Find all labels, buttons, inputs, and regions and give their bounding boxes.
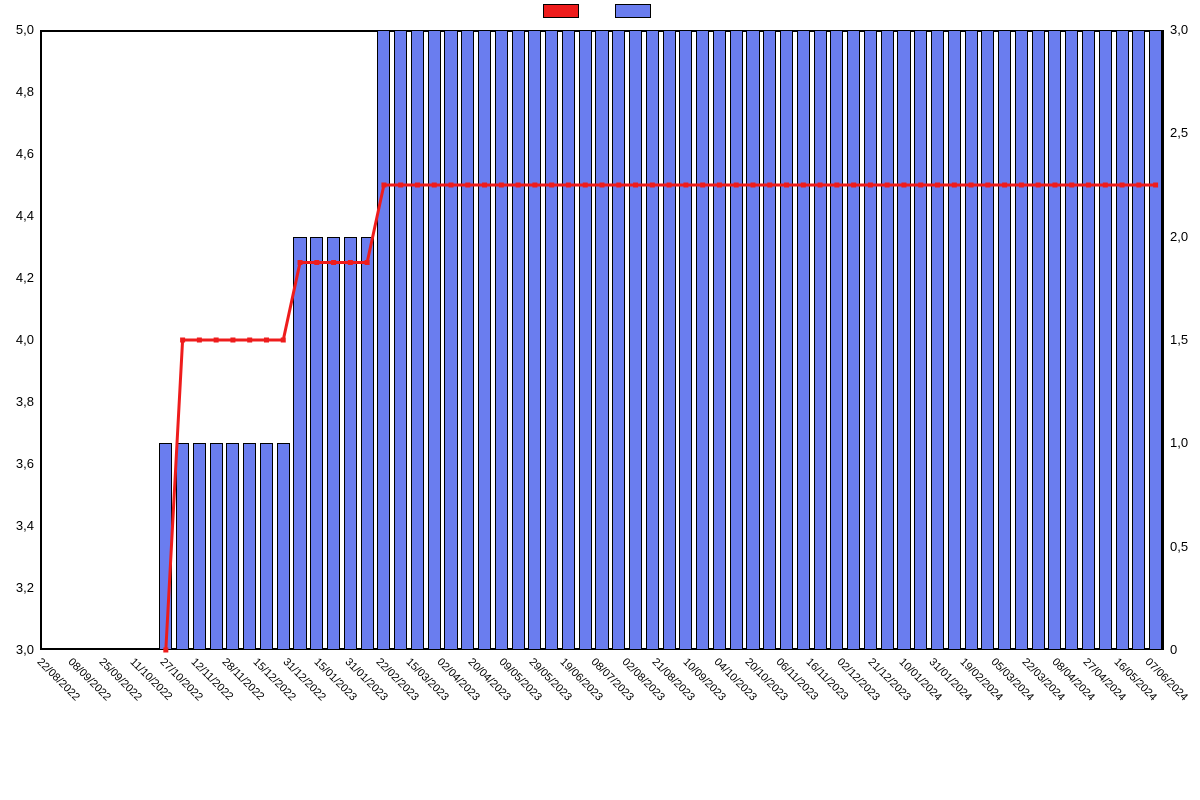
- bar: [394, 30, 407, 650]
- bar: [797, 30, 810, 650]
- bar: [663, 30, 676, 650]
- bar: [159, 443, 172, 650]
- y-left-tick: 5,0: [0, 22, 34, 37]
- legend: [543, 4, 657, 18]
- bar: [1048, 30, 1061, 650]
- y-right-tick: 1,5: [1170, 332, 1188, 347]
- bar: [361, 237, 374, 650]
- bar: [579, 30, 592, 650]
- bar: [243, 443, 256, 650]
- bar: [965, 30, 978, 650]
- bar: [881, 30, 894, 650]
- y-left-tick: 3,4: [0, 518, 34, 533]
- bar: [763, 30, 776, 650]
- y-left-tick: 3,2: [0, 580, 34, 595]
- y-right-tick: 0: [1170, 642, 1177, 657]
- bar: [411, 30, 424, 650]
- bar: [293, 237, 306, 650]
- y-right-tick: 2,0: [1170, 229, 1188, 244]
- bar: [444, 30, 457, 650]
- bar: [847, 30, 860, 650]
- y-left-tick: 4,0: [0, 332, 34, 347]
- legend-item-bar: [615, 4, 657, 18]
- bar: [696, 30, 709, 650]
- bar: [595, 30, 608, 650]
- bar: [210, 443, 223, 650]
- bar: [512, 30, 525, 650]
- bar: [864, 30, 877, 650]
- y-left-tick: 4,6: [0, 146, 34, 161]
- bar: [562, 30, 575, 650]
- bar: [948, 30, 961, 650]
- bar: [176, 443, 189, 650]
- bar: [1099, 30, 1112, 650]
- bar: [612, 30, 625, 650]
- bar: [1149, 30, 1162, 650]
- y-left-tick: 4,4: [0, 208, 34, 223]
- bar: [193, 443, 206, 650]
- bar: [780, 30, 793, 650]
- y-left-tick: 3,6: [0, 456, 34, 471]
- bar: [495, 30, 508, 650]
- bar: [746, 30, 759, 650]
- bar: [1015, 30, 1028, 650]
- bar: [1065, 30, 1078, 650]
- y-left-tick: 3,8: [0, 394, 34, 409]
- y-right-tick: 1,0: [1170, 435, 1188, 450]
- y-right-tick: 3,0: [1170, 22, 1188, 37]
- bar: [914, 30, 927, 650]
- legend-item-line: [543, 4, 585, 18]
- bar: [528, 30, 541, 650]
- bar: [277, 443, 290, 650]
- legend-swatch-bar: [615, 4, 651, 18]
- legend-swatch-line: [543, 4, 579, 18]
- bar: [814, 30, 827, 650]
- bar: [629, 30, 642, 650]
- bar: [377, 30, 390, 650]
- y-left-tick: 3,0: [0, 642, 34, 657]
- bar: [713, 30, 726, 650]
- bar: [260, 443, 273, 650]
- bar: [646, 30, 659, 650]
- y-right-tick: 2,5: [1170, 125, 1188, 140]
- bar: [730, 30, 743, 650]
- bar: [1132, 30, 1145, 650]
- bar: [310, 237, 323, 650]
- bar: [1032, 30, 1045, 650]
- bar: [478, 30, 491, 650]
- y-left-tick: 4,2: [0, 270, 34, 285]
- y-left-tick: 4,8: [0, 84, 34, 99]
- bar: [998, 30, 1011, 650]
- y-right-tick: 0,5: [1170, 539, 1188, 554]
- bars-layer: [40, 30, 1164, 650]
- bar: [679, 30, 692, 650]
- bar: [226, 443, 239, 650]
- bar: [1082, 30, 1095, 650]
- bar: [327, 237, 340, 650]
- bar: [981, 30, 994, 650]
- bar: [428, 30, 441, 650]
- bar: [931, 30, 944, 650]
- bar: [545, 30, 558, 650]
- bar: [830, 30, 843, 650]
- bar: [344, 237, 357, 650]
- bar: [461, 30, 474, 650]
- bar: [1116, 30, 1129, 650]
- bar: [897, 30, 910, 650]
- chart-container: 3,0 3,2 3,4 3,6 3,8 4,0 4,2 4,4 4,6 4,8 5,0 0 0,5 1,…: [0, 0, 1200, 800]
